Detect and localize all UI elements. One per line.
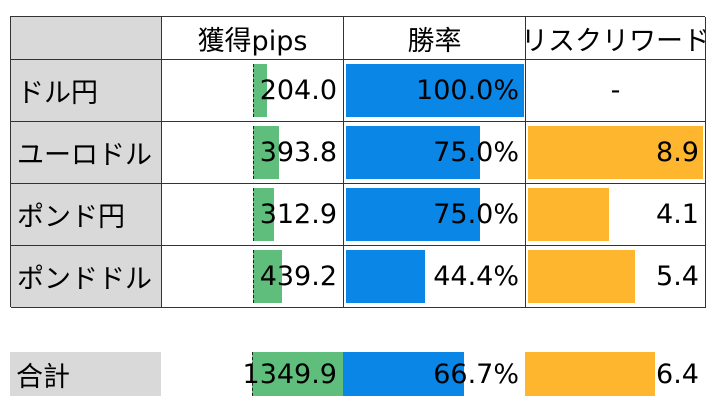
row-pair-label-cell: ポンドドル (11, 246, 162, 308)
header-corner (11, 17, 162, 60)
row-pair-label: ポンドドル (17, 264, 152, 295)
row-winrate-cell: 44.4% (344, 246, 526, 308)
row-winrate-cell: 100.0% (344, 60, 526, 122)
row-winrate-bar (346, 188, 480, 241)
row-pips-cell: 439.2 (162, 246, 344, 308)
header-pips: 獲得pips (162, 17, 344, 60)
total-pips-axis (252, 352, 253, 396)
row-pips-value: 393.8 (259, 137, 337, 168)
total-pips-value: 1349.9 (242, 358, 337, 390)
row-rr-value: 8.9 (656, 137, 699, 168)
row-rr-cell: - (526, 60, 706, 122)
row-pips-cell: 312.9 (162, 184, 344, 246)
row-pips-axis (253, 188, 254, 241)
row-winrate-value: 75.0% (433, 137, 519, 168)
row-rr-bar (528, 126, 703, 179)
row-rr-bar (528, 250, 635, 303)
total-winrate-bar (343, 352, 464, 396)
row-pair-label-cell: ポンド円 (11, 184, 162, 246)
row-rr-bar (528, 188, 609, 241)
row-rr-cell: 8.9 (526, 122, 706, 184)
row-pair-label: ドル円 (17, 78, 98, 109)
row-rr-cell: 4.1 (526, 184, 706, 246)
header-winrate-label: 勝率 (407, 25, 462, 57)
row-pips-bar (253, 250, 282, 303)
total-rr-value: 6.4 (656, 358, 699, 390)
row-winrate-bar (346, 64, 524, 117)
row-rr-value: 4.1 (656, 199, 699, 230)
row-pair-label-cell: ドル円 (11, 60, 162, 122)
row-pips-bar (253, 64, 267, 117)
row-pips-bar (253, 188, 274, 241)
row-winrate-cell: 75.0% (344, 122, 526, 184)
results-table: 獲得pips 勝率 リスクリワード ドル円 204.0 100.0% - ユーロドル 39… (10, 16, 706, 308)
total-pips-bar (252, 352, 343, 396)
row-winrate-cell: 75.0% (344, 184, 526, 246)
total-label: 合計 (16, 361, 70, 393)
total-winrate-value: 66.7% (433, 358, 519, 390)
row-pips-axis (253, 250, 254, 303)
total-rr-bar (525, 352, 655, 396)
row-rr-value: 5.4 (656, 261, 699, 292)
row-rr-value: - (610, 75, 621, 106)
row-pair-label-cell: ユーロドル (11, 122, 162, 184)
total-rr-cell: 6.4 (525, 352, 705, 396)
row-winrate-bar (346, 250, 425, 303)
header-riskreward-label: リスクリワード (526, 25, 706, 57)
row-pips-bar (253, 126, 279, 179)
row-pips-axis (253, 64, 254, 117)
row-pips-value: 439.2 (259, 261, 337, 292)
row-pips-value: 204.0 (259, 75, 337, 106)
row-winrate-value: 44.4% (433, 261, 519, 292)
row-winrate-value: 100.0% (416, 75, 519, 106)
row-pair-label: ポンド円 (17, 202, 125, 233)
row-pips-value: 312.9 (259, 199, 337, 230)
row-pips-cell: 204.0 (162, 60, 344, 122)
header-riskreward: リスクリワード (526, 17, 706, 60)
row-pips-axis (253, 126, 254, 179)
row-winrate-value: 75.0% (433, 199, 519, 230)
header-winrate: 勝率 (344, 17, 526, 60)
row-pair-label: ユーロドル (17, 140, 152, 171)
total-pips-cell: 1349.9 (161, 352, 343, 396)
row-rr-cell: 5.4 (526, 246, 706, 308)
row-winrate-bar (346, 126, 480, 179)
row-pips-cell: 393.8 (162, 122, 344, 184)
header-pips-label: 獲得pips (197, 25, 308, 57)
total-label-cell: 合計 (10, 352, 161, 396)
total-winrate-cell: 66.7% (343, 352, 525, 396)
